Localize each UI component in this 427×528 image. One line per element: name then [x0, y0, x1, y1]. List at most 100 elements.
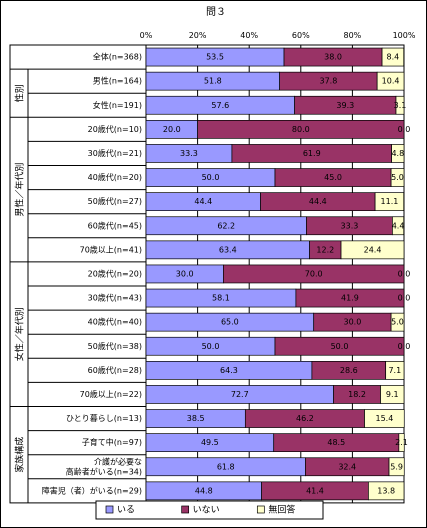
data-label: 28.6	[340, 366, 358, 375]
bar-segment	[295, 288, 405, 308]
data-label: 15.4	[375, 414, 393, 423]
bar-segment	[398, 433, 405, 452]
data-label: 24.4	[364, 245, 382, 254]
x-tick-label: 100%	[393, 31, 416, 40]
data-label: 4.8	[391, 149, 404, 158]
bar-segment	[390, 168, 405, 187]
bar-segment	[274, 336, 405, 356]
data-label: 61.9	[303, 149, 321, 158]
category-label: 高齢者がいる(n=34)	[66, 466, 142, 476]
data-label: 53.5	[206, 53, 224, 62]
data-label: 7.1	[388, 366, 401, 375]
data-label: 5.0	[391, 318, 404, 327]
data-label: 45.0	[324, 173, 342, 182]
legend: いる いない 無回答	[95, 500, 324, 520]
legend-box	[95, 500, 324, 520]
bar-segment	[391, 144, 405, 163]
legend-swatch	[105, 505, 114, 514]
category-label: 男性(n=164)	[93, 76, 142, 86]
x-tick-label: 0%	[140, 31, 153, 40]
data-label: 62.2	[217, 221, 235, 230]
data-label: 13.8	[377, 486, 395, 495]
bar-segment	[340, 240, 405, 260]
category-label: 全体(n=368)	[93, 52, 142, 62]
bar-segment	[380, 385, 405, 404]
data-label: 49.5	[201, 438, 219, 447]
category-label: 60歳代(n=28)	[88, 365, 142, 375]
x-tick-label: 20%	[189, 31, 207, 40]
data-label: 61.8	[217, 462, 235, 471]
legend-label: 無回答	[268, 504, 295, 516]
chart-title: 問３	[206, 6, 226, 18]
data-label: 10.4	[382, 77, 400, 86]
category-label: 40歳代(n=40)	[88, 317, 142, 327]
category-label: ひとり暮らし(n=13)	[66, 413, 142, 423]
category-label: 30歳代(n=43)	[88, 293, 142, 303]
data-label: 20.0	[163, 125, 181, 134]
group-label: 女性／年代別	[14, 307, 26, 361]
bar-segment	[368, 481, 405, 501]
data-label: 51.8	[204, 77, 222, 86]
category-label: 20歳代(n=10)	[88, 124, 142, 134]
bar-segment	[376, 71, 405, 91]
x-axis-ticks: 0% 20% 40% 60% 80% 100%	[140, 31, 416, 40]
x-tick-label: 60%	[292, 31, 310, 40]
legend-label: いる	[117, 505, 135, 516]
x-tick-label: 80%	[344, 31, 362, 40]
data-label: 2.1	[395, 438, 408, 447]
data-label: 0.0	[398, 269, 411, 278]
category-label: 女性(n=191)	[93, 100, 142, 110]
data-label: 33.3	[180, 149, 198, 158]
category-label: 50歳代(n=38)	[88, 341, 142, 351]
bar-segment	[381, 47, 405, 67]
data-label: 70.0	[305, 269, 323, 278]
data-label: 4.4	[392, 221, 405, 230]
data-label: 18.2	[348, 390, 366, 399]
data-label: 0.0	[398, 342, 411, 351]
category-label: 障害児（者）がいる(n=29)	[42, 485, 142, 495]
group-label: 性別	[14, 84, 26, 102]
data-label: 80.0	[292, 125, 310, 134]
data-label: 72.7	[231, 390, 249, 399]
data-label: 65.0	[221, 318, 239, 327]
bar-segment	[385, 361, 405, 380]
data-label: 58.1	[212, 294, 230, 303]
data-label: 30.0	[176, 269, 194, 278]
group-label: 男性／年代別	[14, 163, 26, 217]
bar-segment	[364, 409, 405, 428]
data-label: 38.5	[187, 414, 205, 423]
bar-segment	[392, 216, 405, 236]
bar-segment	[390, 312, 405, 332]
data-label: 9.1	[386, 390, 399, 399]
bars: 53.5 38.0 8.4 51.8 37.8 10.4 57.6 39.3 3.1 20.0 80…	[145, 47, 411, 501]
data-label: 33.3	[341, 221, 359, 230]
legend-swatch	[181, 505, 190, 514]
category-label: 70歳以上(n=22)	[80, 389, 142, 399]
bar-segment	[374, 192, 405, 211]
data-label: 3.1	[394, 101, 407, 110]
data-label: 32.4	[338, 462, 356, 471]
data-label: 38.0	[324, 53, 342, 62]
data-label: 48.5	[327, 438, 345, 447]
data-label: 0.0	[398, 125, 411, 134]
bar-segment	[395, 95, 405, 115]
bar-segment	[197, 119, 405, 139]
category-label: 子育て中(n=97)	[82, 437, 142, 447]
data-label: 0.0	[398, 294, 411, 303]
category-label: 20歳代(n=20)	[88, 268, 142, 278]
data-label: 8.4	[387, 53, 400, 62]
data-label: 11.1	[381, 197, 399, 206]
data-label: 50.0	[202, 173, 220, 182]
data-label: 64.3	[220, 366, 238, 375]
data-label: 39.3	[336, 101, 354, 110]
data-label: 5.0	[391, 173, 404, 182]
data-label: 30.0	[343, 318, 361, 327]
legend-label: いない	[193, 505, 220, 516]
data-label: 44.4	[309, 197, 327, 206]
bar-segment	[388, 457, 405, 477]
bar-segment	[223, 264, 405, 284]
category-label: 70歳以上(n=41)	[80, 244, 142, 254]
data-label: 46.2	[296, 414, 314, 423]
